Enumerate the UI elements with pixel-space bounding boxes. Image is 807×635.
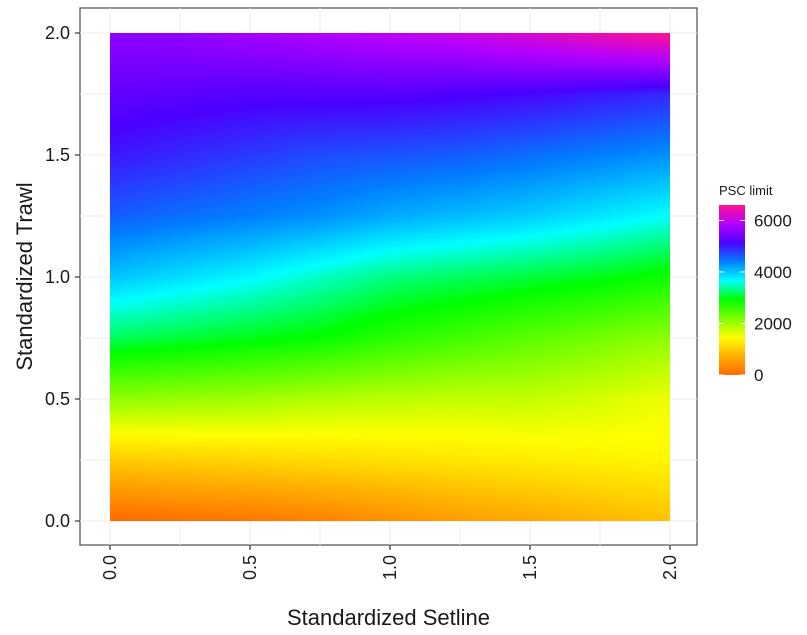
y-tick-label: 0.0 xyxy=(45,511,70,531)
x-tick-label: 2.0 xyxy=(660,555,680,580)
legend-color-bar xyxy=(719,205,745,375)
legend-label: 4000 xyxy=(754,263,792,282)
x-tick-label: 1.0 xyxy=(380,555,400,580)
legend-label: 2000 xyxy=(754,314,792,333)
legend-label: 0 xyxy=(754,366,763,385)
heatmap-surface xyxy=(110,33,670,521)
legend-title: PSC limit xyxy=(719,183,773,198)
y-tick-label: 1.0 xyxy=(45,267,70,287)
y-axis-title: Standardized Trawl xyxy=(12,182,37,370)
y-tick-label: 2.0 xyxy=(45,23,70,43)
y-tick-label: 1.5 xyxy=(45,145,70,165)
color-legend: PSC limit 0 2000 4000 6000 xyxy=(719,183,792,385)
x-tick-label: 1.5 xyxy=(520,555,540,580)
y-tick-label: 0.5 xyxy=(45,389,70,409)
legend-ticks: 0 2000 4000 6000 xyxy=(719,211,792,385)
axes: 0.0 0.5 1.0 1.5 2.0 0.0 0.5 1.0 1.5 2.0 xyxy=(45,23,680,580)
x-axis-title: Standardized Setline xyxy=(287,605,490,630)
x-tick-label: 0.0 xyxy=(100,555,120,580)
x-tick-label: 0.5 xyxy=(240,555,260,580)
legend-label: 6000 xyxy=(754,211,792,230)
